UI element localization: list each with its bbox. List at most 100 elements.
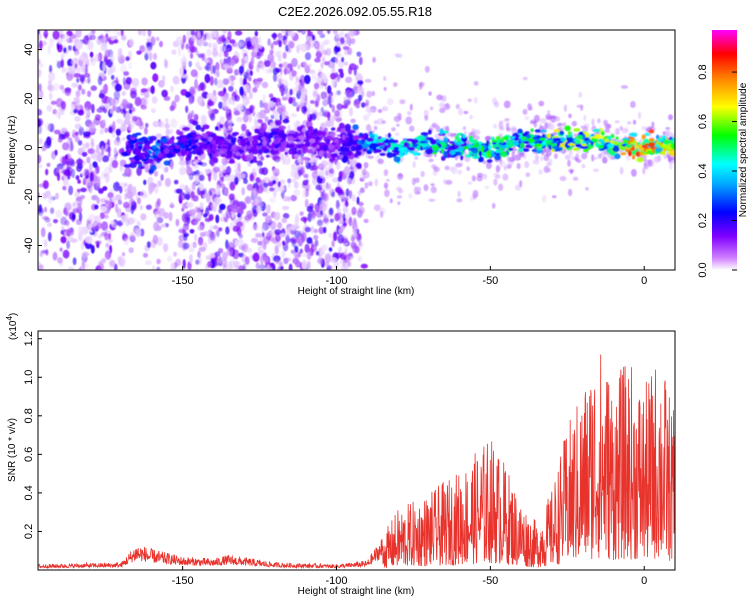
spectrogram-noise-cell: [261, 81, 269, 89]
spectrogram-noise-cell: [115, 106, 122, 113]
spectrogram-signal-cell: [195, 148, 199, 155]
spectrogram-signal-cell: [139, 152, 147, 156]
spectrogram-signal-cell: [135, 143, 139, 149]
spectrogram-signal-cell: [240, 146, 245, 151]
spectrogram-noise-cell: [156, 266, 161, 270]
spectrogram-noise-cell: [525, 172, 531, 177]
spectrogram-noise-cell: [301, 259, 308, 270]
spectrogram-signal-cell: [142, 148, 147, 152]
spectrogram-signal-cell: [286, 143, 290, 149]
spectrogram-noise-cell: [358, 56, 363, 66]
spectrogram-signal-cell: [133, 148, 142, 156]
snr-multiplier-exponent: 4: [5, 316, 14, 321]
spectrogram-noise-cell: [108, 126, 113, 134]
spectrogram-signal-cell: [153, 154, 157, 159]
spectrogram-noise-cell: [150, 108, 156, 114]
spectrogram-noise-cell: [424, 114, 429, 119]
spectrogram-noise-cell: [428, 91, 432, 96]
spectrogram-noise-cell: [256, 77, 263, 82]
spectrogram-noise-cell: [243, 111, 251, 116]
spectrogram-noise-cell: [665, 126, 670, 131]
spectrogram-noise-cell: [73, 109, 78, 114]
spectrogram-noise-cell: [333, 260, 340, 269]
spectrogram-signal-cell: [247, 135, 255, 142]
spectrogram-noise-cell: [77, 109, 85, 116]
spectrogram-noise-cell: [281, 104, 286, 112]
spectrogram-noise-cell: [311, 34, 316, 41]
spectrogram-noise-cell: [47, 45, 51, 55]
spectrogram-noise-cell: [337, 176, 343, 183]
spectrogram-noise-cell: [55, 209, 63, 219]
spectrogram-signal-cell: [620, 152, 627, 156]
spectrogram-noise-cell: [104, 49, 111, 58]
spectrogram-noise-cell: [396, 195, 403, 199]
spectrogram-noise-cell: [502, 173, 509, 181]
spectrogram-signal-cell: [131, 136, 136, 141]
spectrogram-noise-cell: [62, 33, 70, 42]
spectrogram-signal-cell: [490, 153, 496, 158]
spectrogram-noise-cell: [604, 123, 612, 129]
spectrogram-noise-cell: [439, 107, 446, 114]
spectrogram-signal-cell: [391, 143, 400, 147]
spectrogram-signal-cell: [644, 143, 649, 149]
spectrogram-signal-cell: [194, 156, 199, 160]
spectrogram-noise-cell: [256, 205, 262, 214]
spectrogram-signal-cell: [322, 145, 329, 152]
spectrogram-signal-cell: [202, 124, 210, 130]
spectrogram-noise-cell: [486, 162, 492, 170]
spectrogram-signal-cell: [614, 153, 621, 160]
spectrogram-signal-cell: [320, 130, 327, 136]
spectrogram-noise-cell: [153, 170, 159, 177]
spectrogram-signal-cell: [197, 161, 203, 166]
spectrogram-noise-cell: [256, 111, 263, 119]
spectrogram-noise-cell: [643, 159, 650, 163]
spectrogram-noise-cell: [179, 66, 184, 77]
spectrogram-noise-cell: [40, 227, 46, 238]
spectrogram-noise-cell: [285, 234, 290, 244]
spectrogram-noise-cell: [108, 232, 112, 240]
spectrogram-signal-cell: [347, 152, 352, 156]
spectrogram-noise-cell: [251, 167, 257, 175]
spectrogram-signal-cell: [598, 148, 606, 151]
spectrogram-noise-cell: [281, 96, 288, 101]
spectrogram-noise-cell: [318, 74, 325, 79]
spectrogram-noise-cell: [91, 103, 95, 114]
spectrogram-noise-cell: [111, 219, 119, 228]
spectrogram-noise-cell: [74, 63, 78, 69]
spectrogram-noise-cell: [485, 135, 492, 141]
spectrogram-noise-cell: [190, 35, 197, 41]
spectrogram-noise-cell: [209, 113, 216, 121]
spectrogram-noise-cell: [280, 153, 285, 160]
spectrogram-noise-cell: [254, 119, 258, 125]
spectrogram-noise-cell: [428, 198, 436, 202]
spectrogram-noise-cell: [111, 159, 119, 169]
spectrogram-noise-cell: [533, 114, 540, 123]
spectrogram-signal-cell: [387, 132, 392, 139]
spectrogram-noise-cell: [351, 194, 356, 202]
spectrogram-signal-cell: [203, 143, 207, 149]
spectrogram-noise-cell: [311, 71, 317, 81]
spectrogram-noise-cell: [494, 101, 500, 108]
spectrogram-noise-cell: [273, 190, 277, 198]
spectrogram-signal-cell: [193, 140, 198, 144]
spectrogram-noise-cell: [540, 156, 544, 162]
spectrogram-noise-cell: [144, 91, 150, 99]
spectrogram-noise-cell: [498, 132, 504, 137]
spectrogram-signal-cell: [506, 139, 514, 144]
spectrogram-noise-cell: [96, 197, 100, 205]
spectrogram-noise-cell: [315, 251, 320, 256]
spectrogram-noise-cell: [196, 212, 202, 221]
spectrogram-noise-cell: [287, 181, 291, 189]
spectrogram-noise-cell: [262, 187, 268, 192]
spectrogram-noise-cell: [151, 96, 158, 104]
spectrogram-noise-cell: [246, 247, 253, 254]
spectrogram-noise-cell: [424, 65, 430, 73]
spectrogram-noise-cell: [363, 218, 369, 224]
spectrogram-signal-cell: [567, 143, 576, 146]
spectrogram-noise-cell: [310, 244, 317, 253]
spectrogram-noise-cell: [193, 113, 199, 122]
spectrogram-noise-cell: [356, 51, 362, 57]
spectrogram-noise-cell: [95, 37, 103, 45]
spectrogram-noise-cell: [245, 36, 253, 43]
spectrogram-signal-cell: [138, 137, 145, 142]
